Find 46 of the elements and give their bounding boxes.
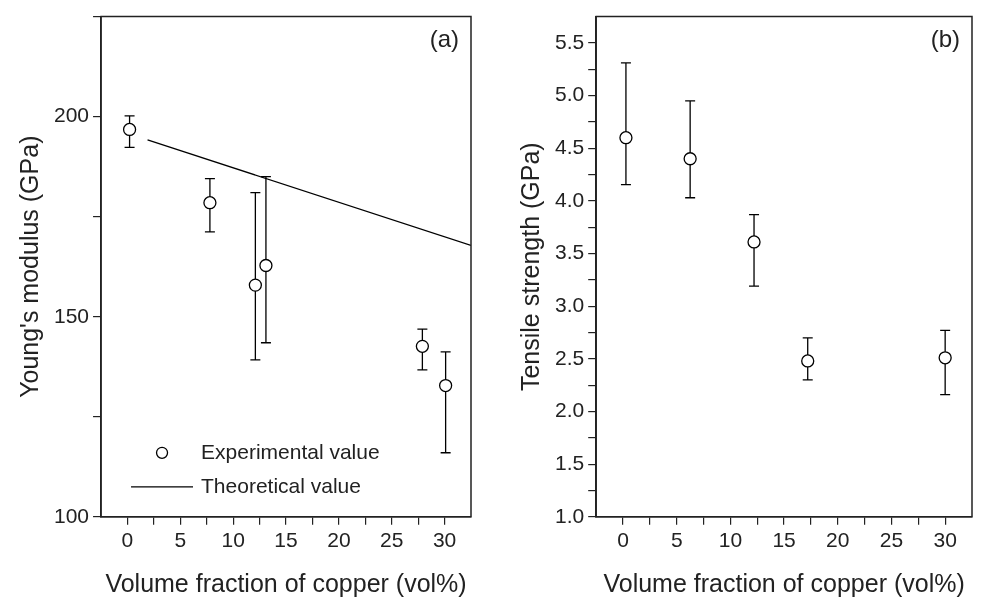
- y-tick-label: 3.5: [554, 240, 585, 264]
- point: [938, 351, 952, 365]
- y-tick-label: 100: [53, 503, 90, 527]
- y-tick-label: 5.0: [554, 82, 585, 106]
- x-tick-label: 25: [380, 528, 404, 552]
- y-tick-label: 200: [53, 103, 90, 127]
- y-axis-title: Tensile strength (GPa): [515, 142, 544, 392]
- point: [248, 278, 263, 292]
- point: [801, 354, 815, 368]
- y-tick-label: 5.5: [554, 29, 585, 53]
- x-axis-title: Volume fraction of copper (vol%): [105, 568, 467, 597]
- x-tick-label: 25: [879, 528, 904, 552]
- point: [415, 339, 430, 353]
- x-axis-title: Volume fraction of copper (vol%): [603, 568, 965, 597]
- x-tick-label: 30: [933, 528, 957, 552]
- point: [747, 235, 761, 249]
- legend-label: Experimental value: [201, 439, 380, 463]
- point: [683, 152, 697, 166]
- x-tick-label: 15: [274, 528, 298, 552]
- x-tick-label: 10: [718, 528, 743, 552]
- y-tick-label: 1.5: [554, 450, 585, 474]
- point: [259, 258, 273, 273]
- y-tick-label: 4.5: [554, 135, 585, 159]
- x-tick-label: 20: [327, 528, 351, 552]
- x-tick-label: 5: [174, 528, 187, 552]
- annotation: (b): [930, 25, 960, 53]
- annotation: (a): [429, 25, 459, 53]
- point: [438, 378, 453, 393]
- x-tick-label: 20: [826, 528, 850, 552]
- x-tick-label: 0: [121, 528, 134, 552]
- point: [122, 122, 137, 137]
- y-tick-label: 2.5: [554, 345, 585, 369]
- y-tick-label: 150: [53, 303, 90, 327]
- y-tick-label: 4.0: [554, 187, 585, 211]
- x-tick-label: 10: [221, 528, 245, 552]
- x-tick-label: 30: [432, 528, 457, 552]
- x-tick-label: 5: [670, 528, 683, 552]
- y-tick-label: 1.0: [554, 503, 585, 527]
- x-tick-label: 15: [772, 528, 796, 552]
- x-tick-label: 0: [617, 528, 629, 552]
- point: [203, 196, 217, 210]
- legend-label: Theoretical value: [201, 473, 361, 497]
- y-tick-label: 3.0: [554, 292, 585, 316]
- point: [619, 131, 633, 145]
- y-tick-label: 2.0: [554, 398, 585, 422]
- y-axis-title: Young's modulus (GPa): [14, 135, 43, 398]
